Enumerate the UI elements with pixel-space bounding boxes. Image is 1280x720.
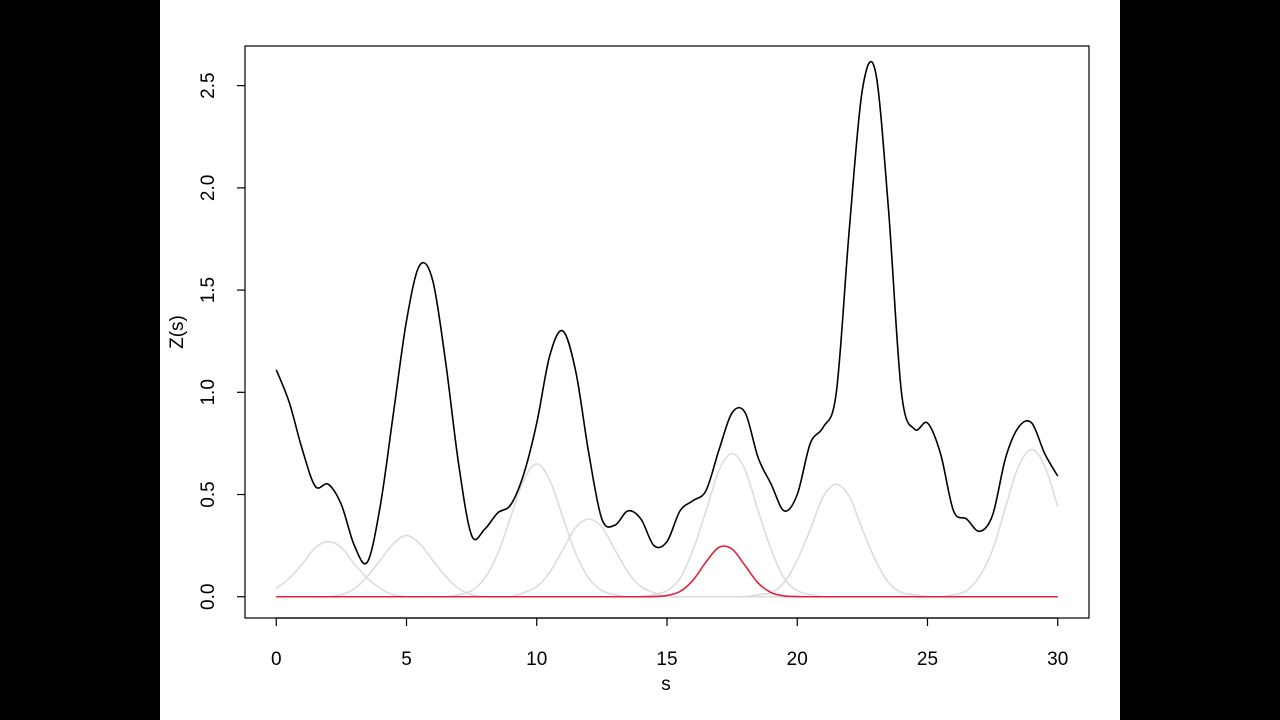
y-tick-label: 0.0 (198, 584, 219, 610)
y-axis-title: Z(s) (167, 315, 188, 349)
x-tick-label: 20 (787, 649, 808, 670)
x-tick-label: 30 (1047, 649, 1068, 670)
x-tick-label: 25 (917, 649, 938, 670)
plot-page (160, 0, 1120, 720)
y-tick-label: 1.0 (198, 379, 219, 405)
x-tick-label: 15 (656, 649, 677, 670)
x-tick-label: 10 (526, 649, 547, 670)
series-line (276, 545, 1058, 598)
x-axis-title: s (661, 674, 671, 695)
x-tick-label: 0 (271, 649, 282, 670)
y-tick-label: 1.5 (198, 277, 219, 303)
y-tick-label: 2.5 (198, 72, 219, 98)
y-tick-label: 0.5 (198, 481, 219, 507)
y-tick-label: 2.0 (198, 175, 219, 201)
x-tick-label: 5 (401, 649, 412, 670)
series-line (275, 60, 1059, 565)
